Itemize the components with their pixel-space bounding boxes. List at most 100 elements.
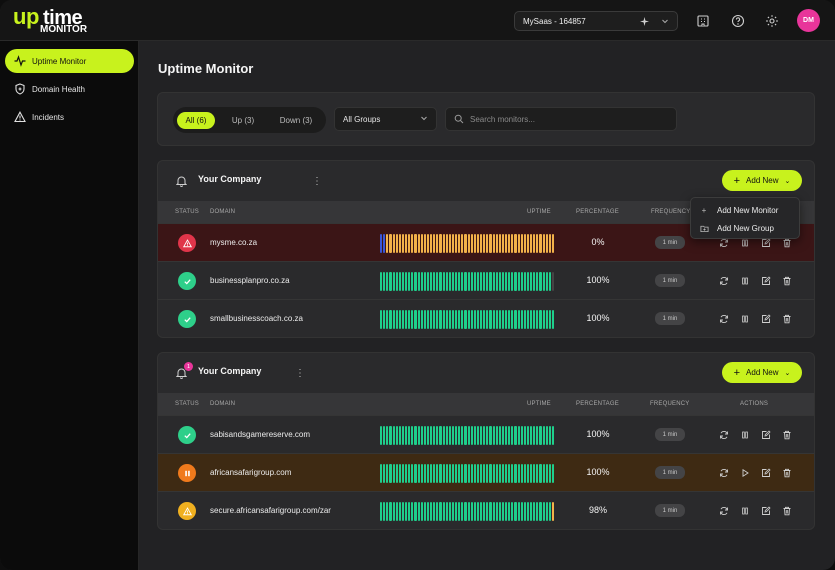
resume-icon[interactable] <box>739 467 750 478</box>
uptime-tick <box>411 272 414 291</box>
uptime-tick <box>498 464 501 483</box>
uptime-tick <box>514 234 517 253</box>
refresh-icon[interactable] <box>718 467 729 478</box>
uptime-tick <box>473 464 476 483</box>
table-row[interactable]: smallbusinesscoach.co.za 100% 1 min <box>158 299 814 337</box>
edit-icon[interactable] <box>760 505 771 516</box>
add-new-button[interactable]: + Add New ⌄ <box>722 170 802 191</box>
uptime-tick <box>380 502 383 521</box>
groups-select[interactable]: All Groups <box>334 107 437 131</box>
monitor-group: Your Company ⋮ + Add New ⌄ STATUS DOMAIN… <box>157 160 815 338</box>
edit-icon[interactable] <box>760 429 771 440</box>
add-new-button[interactable]: + Add New ⌄ <box>722 362 802 383</box>
monitor-domain[interactable]: smallbusinesscoach.co.za <box>210 314 303 323</box>
account-select[interactable]: MySaas - 164857 <box>514 11 678 31</box>
chevron-down-icon <box>661 17 669 25</box>
table-row[interactable]: sabisandsgamereserve.com 100% 1 min <box>158 415 814 453</box>
bell-icon[interactable]: 1 <box>175 362 193 379</box>
uptime-tick <box>392 310 395 329</box>
trash-icon[interactable] <box>781 505 792 516</box>
uptime-tick <box>386 464 389 483</box>
edit-icon[interactable] <box>760 313 771 324</box>
uptime-tick <box>389 310 392 329</box>
uptime-tick <box>539 234 542 253</box>
add-new-monitor-item[interactable]: + Add New Monitor <box>699 203 779 217</box>
sidebar-item-label: Domain Health <box>32 84 85 94</box>
table-row[interactable]: businessplanpro.co.za 100% 1 min <box>158 261 814 299</box>
more-options-icon[interactable]: ⋮ <box>295 367 305 379</box>
sidebar-item-uptime-monitor[interactable]: Uptime Monitor <box>5 49 134 73</box>
building-icon[interactable] <box>695 13 711 29</box>
uptime-tick <box>389 426 392 445</box>
monitor-domain[interactable]: africansafarigroup.com <box>210 468 292 477</box>
uptime-tick <box>411 234 414 253</box>
table-row[interactable]: africansafarigroup.com 100% 1 min <box>158 453 814 491</box>
more-options-icon[interactable]: ⋮ <box>312 175 322 187</box>
uptime-tick <box>386 272 389 291</box>
filter-all-button[interactable]: All (6) <box>177 112 215 129</box>
group-name: Your Company <box>198 366 262 376</box>
bell-icon[interactable] <box>175 175 187 187</box>
pause-icon[interactable] <box>739 237 750 248</box>
pause-icon[interactable] <box>739 505 750 516</box>
uptime-tick <box>511 272 514 291</box>
add-new-group-item[interactable]: Add New Group <box>699 221 774 235</box>
table-row[interactable]: secure.africansafarigroup.com/zar 98% 1 mi… <box>158 491 814 529</box>
group-header: Your Company ⋮ + Add New ⌄ <box>158 161 814 201</box>
uptime-tick <box>433 426 436 445</box>
uptime-tick <box>408 502 411 521</box>
trash-icon[interactable] <box>781 429 792 440</box>
groups-select-label: All Groups <box>343 114 381 124</box>
filter-up-button[interactable]: Up (3) <box>231 116 255 125</box>
uptime-monitor-logo[interactable]: up time MONITOR <box>13 6 93 36</box>
refresh-icon[interactable] <box>718 429 729 440</box>
pause-icon[interactable] <box>739 429 750 440</box>
frequency-badge: 1 min <box>655 236 685 249</box>
uptime-tick <box>445 502 448 521</box>
monitor-domain[interactable]: secure.africansafarigroup.com/zar <box>210 506 331 515</box>
help-icon[interactable] <box>730 13 746 29</box>
uptime-tick <box>536 464 539 483</box>
settings-icon[interactable] <box>764 13 780 29</box>
uptime-tick <box>405 502 408 521</box>
trash-icon[interactable] <box>781 313 792 324</box>
uptime-tick <box>405 426 408 445</box>
col-actions: ACTIONS <box>740 401 769 407</box>
uptime-bar <box>380 502 554 521</box>
uptime-tick <box>539 310 542 329</box>
trash-icon[interactable] <box>781 467 792 478</box>
filter-down-button[interactable]: Down (3) <box>279 116 313 125</box>
monitor-domain[interactable]: sabisandsgamereserve.com <box>210 430 311 439</box>
monitor-domain[interactable]: mysme.co.za <box>210 238 258 247</box>
monitor-domain[interactable]: businessplanpro.co.za <box>210 276 290 285</box>
uptime-tick <box>392 234 395 253</box>
uptime-tick <box>480 310 483 329</box>
avatar[interactable]: DM <box>797 9 820 32</box>
uptime-tick <box>508 272 511 291</box>
edit-icon[interactable] <box>760 467 771 478</box>
uptime-tick <box>520 272 523 291</box>
uptime-tick <box>489 502 492 521</box>
uptime-tick <box>414 464 417 483</box>
status-check-icon <box>178 426 196 444</box>
sidebar-item-domain-health[interactable]: Domain Health <box>5 77 134 101</box>
refresh-icon[interactable] <box>718 275 729 286</box>
uptime-tick <box>548 310 551 329</box>
edit-icon[interactable] <box>760 237 771 248</box>
search-input[interactable]: Search monitors... <box>445 107 677 131</box>
uptime-tick <box>483 502 486 521</box>
refresh-icon[interactable] <box>718 313 729 324</box>
pause-icon[interactable] <box>739 275 750 286</box>
trash-icon[interactable] <box>781 275 792 286</box>
uptime-bar <box>380 464 554 483</box>
edit-icon[interactable] <box>760 275 771 286</box>
refresh-icon[interactable] <box>718 505 729 516</box>
status-pause-icon <box>178 464 196 482</box>
uptime-tick <box>392 502 395 521</box>
uptime-tick <box>442 234 445 253</box>
sidebar-item-incidents[interactable]: Incidents <box>5 105 134 129</box>
uptime-tick <box>395 234 398 253</box>
monitor-group: 1 Your Company ⋮ + Add New ⌄ STATUS DOMA… <box>157 352 815 530</box>
uptime-tick <box>420 272 423 291</box>
pause-icon[interactable] <box>739 313 750 324</box>
